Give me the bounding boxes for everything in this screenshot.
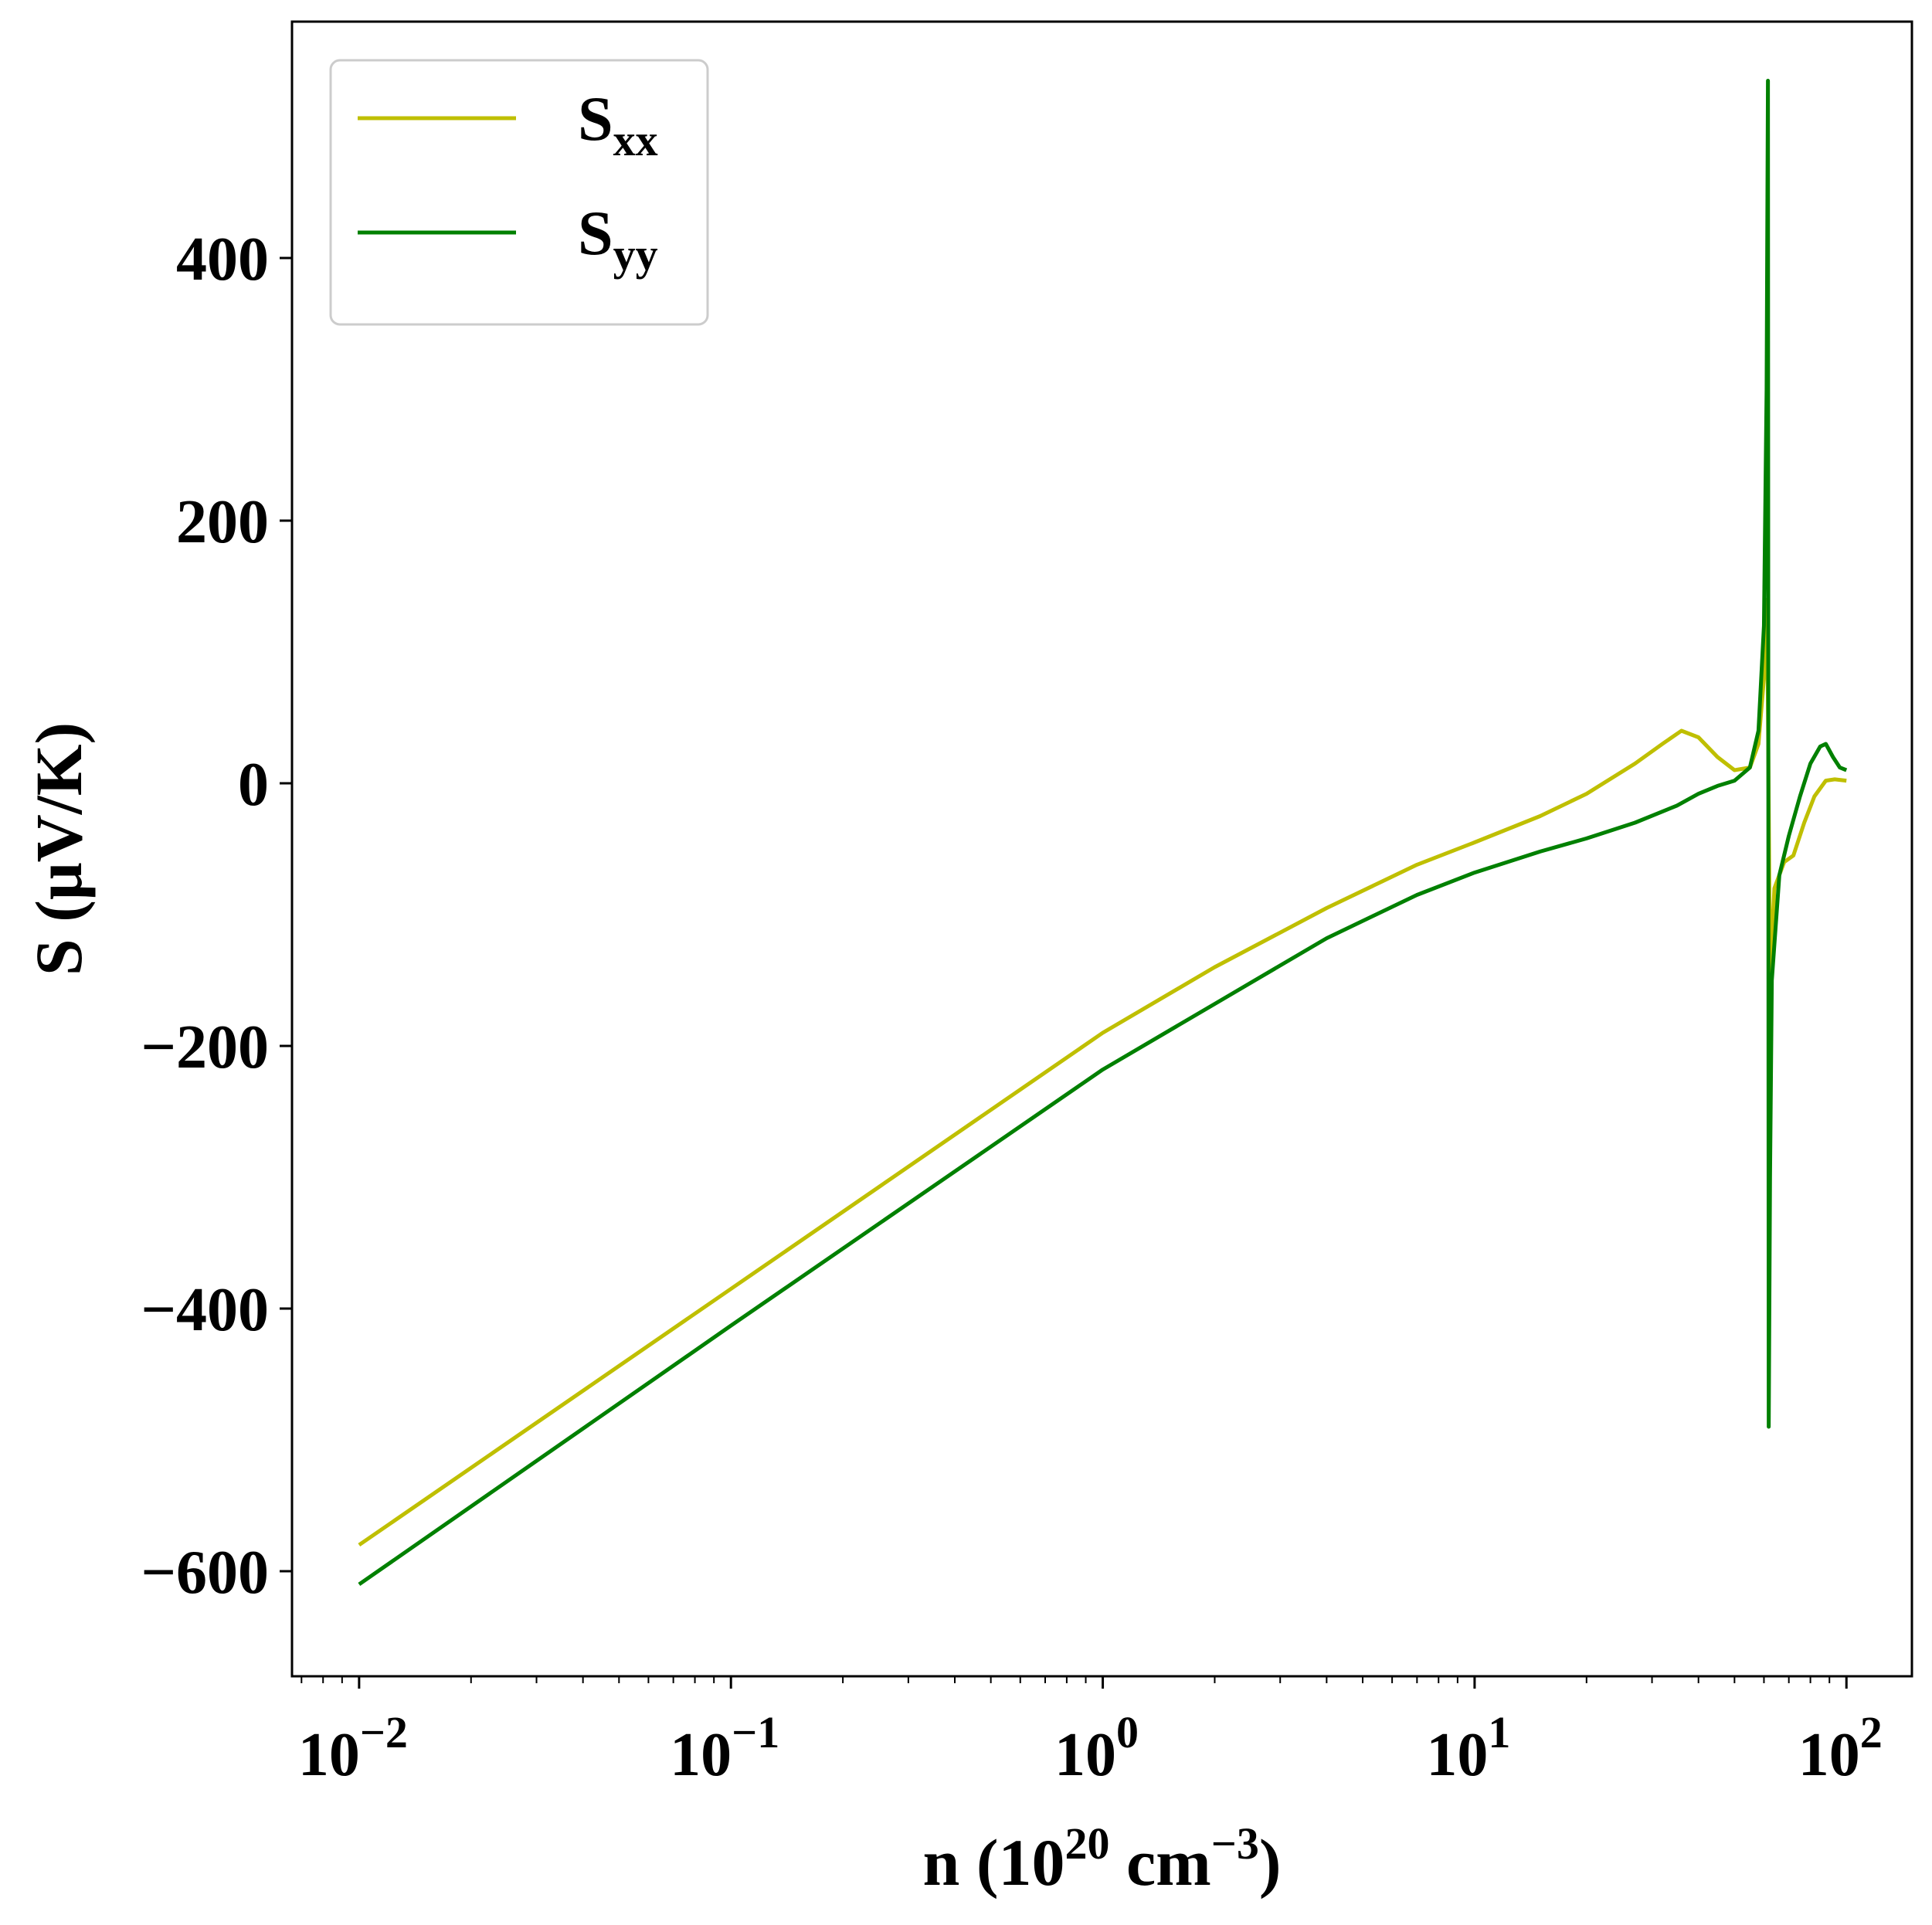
y-tick-label: 0	[238, 751, 269, 819]
y-tick-label: −200	[141, 1013, 269, 1081]
x-axis-label-unit-exp: −3	[1211, 1818, 1259, 1869]
legend-box	[329, 59, 709, 326]
x-axis-ticks: 10−2 10−1 100 101 102	[298, 1676, 1883, 1789]
x-tick-label: 101	[1426, 1707, 1510, 1789]
legend-label-sxx: Sxx	[578, 83, 658, 165]
y-tick-label: −400	[141, 1276, 269, 1344]
y-axis-label: S (μV/K)	[22, 722, 96, 976]
legend: Sxx Syy	[329, 59, 709, 326]
y-axis-ticks: 400 200 0 −200 −400 −600	[141, 226, 292, 1607]
plot-frame	[290, 20, 1913, 1678]
y-tick-label: 200	[176, 488, 269, 556]
x-axis-label-main: n (10	[923, 1825, 1065, 1900]
x-axis-label-unit: cm	[1109, 1825, 1210, 1900]
y-tick-label: −600	[141, 1539, 269, 1607]
x-tick-label: 100	[1054, 1707, 1139, 1789]
plot-series	[358, 79, 1848, 1587]
legend-label-syy: Syy	[578, 198, 658, 280]
x-axis-label-close: )	[1259, 1825, 1282, 1900]
x-tick-label: 10−1	[670, 1707, 779, 1789]
x-axis-label-exp: 20	[1064, 1818, 1109, 1869]
x-axis-label: n (1020 cm−3)	[923, 1818, 1282, 1900]
x-tick-label: 102	[1798, 1707, 1883, 1789]
x-tick-label: 10−2	[298, 1707, 408, 1789]
series-line-sxx	[358, 597, 1847, 1547]
series-line-syy	[358, 79, 1848, 1587]
y-tick-label: 400	[176, 226, 269, 294]
